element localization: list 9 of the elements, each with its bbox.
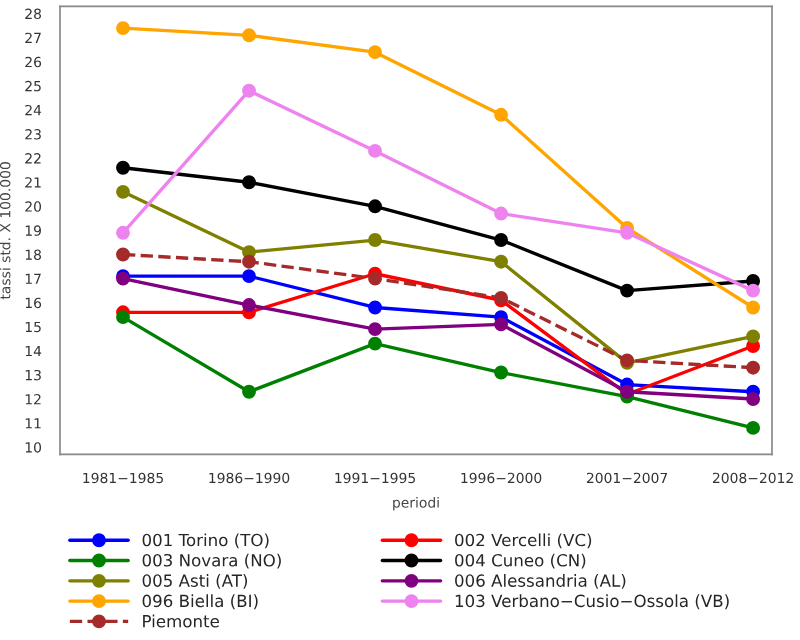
- legend-label: 006 Alessandria (AL): [455, 573, 626, 589]
- legend-label: 001 Torino (TO): [142, 533, 269, 549]
- legend-label: 103 Verbano−Cusio−Ossola (VB): [455, 594, 729, 610]
- legend-label: 003 Novara (NO): [142, 553, 281, 569]
- legend-label: Piemonte: [143, 614, 219, 628]
- legend-label: 004 Cuneo (CN): [455, 553, 586, 569]
- legend-label: 002 Vercelli (VC): [455, 533, 592, 549]
- legend-label: 096 Biella (BI): [142, 594, 258, 610]
- legend-label: 005 Asti (AT): [142, 573, 248, 589]
